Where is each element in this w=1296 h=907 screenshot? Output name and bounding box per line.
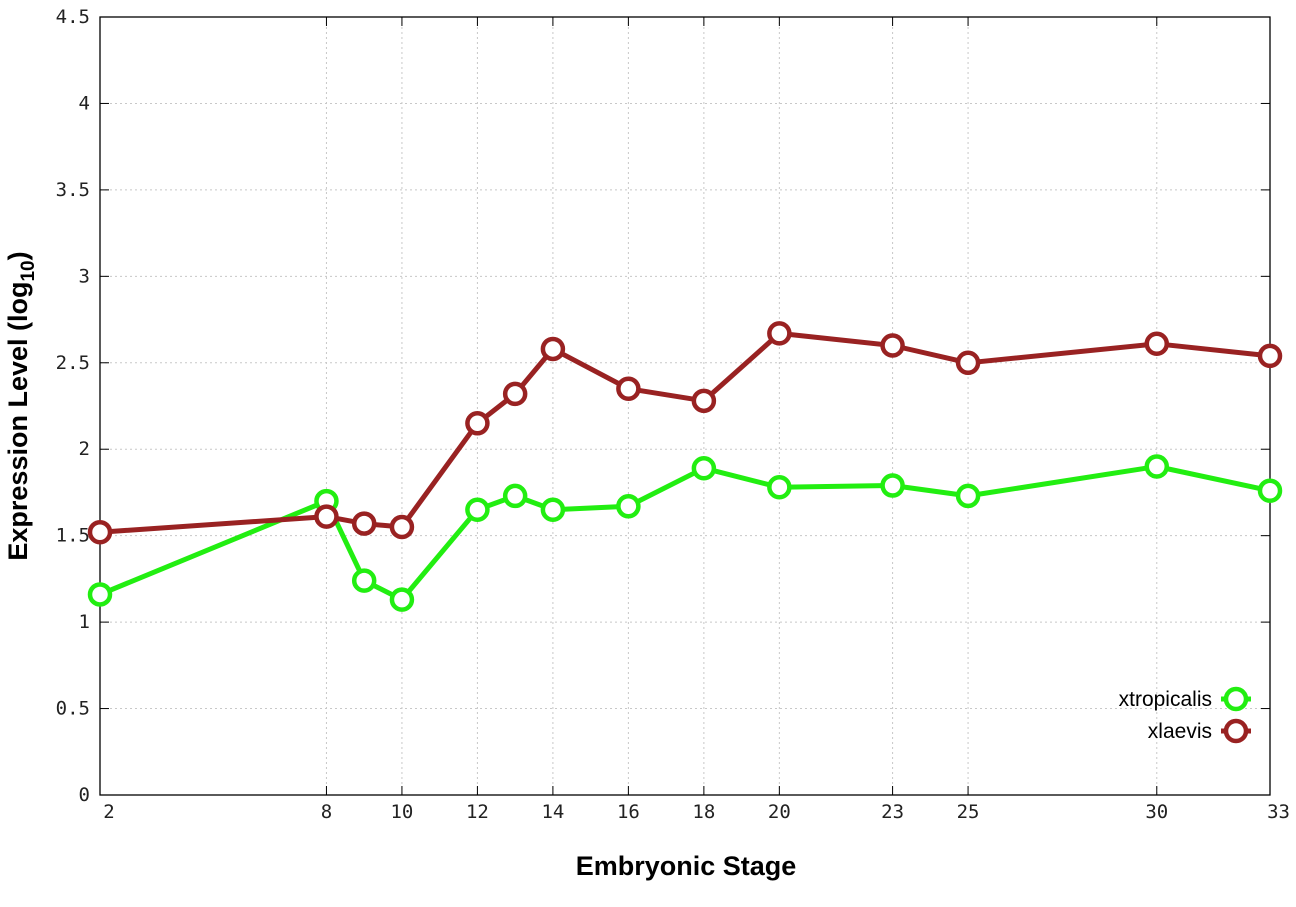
x-tick-label: 25 [957,801,980,823]
data-point-xtropicalis [955,483,981,509]
series-xlaevis [87,321,1283,545]
series-layer [87,321,1283,612]
x-tick-label: 2 [103,801,114,823]
legend-swatch-marker [1223,718,1249,744]
y-tick-label: 4.5 [56,6,90,28]
grid-layer [100,17,1270,795]
data-point-xtropicalis [1144,454,1170,479]
y-tick-label: 2.5 [56,352,90,374]
data-point-xlaevis [1257,343,1283,369]
legend-label-xtropicalis: xtropicalis [1119,688,1212,711]
y-tick-label: 3.5 [56,179,90,201]
y-tick-label: 0 [79,784,90,806]
data-point-xtropicalis [691,455,717,481]
legend-label-xlaevis: xlaevis [1148,720,1212,743]
axis-layer: 0 0.5 1 1.5 2 2.5 3 3.5 4 4.5 2 8 10 12 14 16 18 20 23 25 30… [56,6,1290,823]
y-axis-title-close: ) [3,251,33,260]
data-point-xlaevis [767,321,792,346]
data-point-xtropicalis [351,568,377,593]
x-tick-label: 23 [881,801,904,823]
data-point-xlaevis [389,514,415,540]
data-point-xtropicalis [87,582,113,607]
y-axis-title-main: Expression Level (log [3,282,33,561]
x-axis-title: Embryonic Stage [576,851,797,881]
data-point-xlaevis [1144,331,1170,357]
x-tick-label: 16 [617,801,640,823]
legend: xtropicalis xlaevis [1119,686,1251,744]
data-point-xlaevis [314,504,339,529]
data-point-xlaevis [502,381,528,407]
x-tick-label: 30 [1145,801,1168,823]
data-point-xtropicalis [540,497,566,522]
x-tick-label: 14 [541,801,564,823]
x-tick-label: 20 [768,801,791,823]
x-tick-label: 8 [321,801,332,823]
plot-frame [99,16,1271,796]
y-axis-title-subscript: 10 [18,260,39,281]
data-point-xlaevis [691,388,717,414]
y-tick-label: 0.5 [56,698,90,720]
x-tick-label: 33 [1267,801,1290,823]
data-point-xtropicalis [502,483,528,509]
x-tick-label: 10 [390,801,413,823]
x-tick-label: 12 [466,801,489,823]
y-tick-label: 1.5 [56,525,90,547]
y-tick-label: 3 [79,265,90,287]
y-tick-label: 1 [79,611,90,633]
data-point-xlaevis [87,519,113,545]
data-point-xlaevis [351,511,377,536]
data-point-xtropicalis [465,497,490,522]
data-point-xlaevis [616,376,641,401]
y-axis-title: Expression Level (log10) [3,251,39,560]
data-point-xtropicalis [616,494,641,519]
data-point-xlaevis [465,411,490,436]
data-point-xlaevis [540,336,566,362]
data-point-xtropicalis [880,473,905,498]
series-xtropicalis [87,454,1283,612]
data-point-xtropicalis [1257,478,1283,503]
legend-swatch-marker [1223,686,1249,712]
y-tick-label: 2 [79,438,90,460]
x-tick-label: 18 [692,801,715,823]
data-point-xtropicalis [389,587,415,612]
data-point-xlaevis [880,333,905,358]
y-tick-label: 4 [79,92,90,114]
data-point-xlaevis [955,350,981,376]
series-line-xtropicalis [97,464,1273,603]
data-point-xtropicalis [767,475,792,500]
